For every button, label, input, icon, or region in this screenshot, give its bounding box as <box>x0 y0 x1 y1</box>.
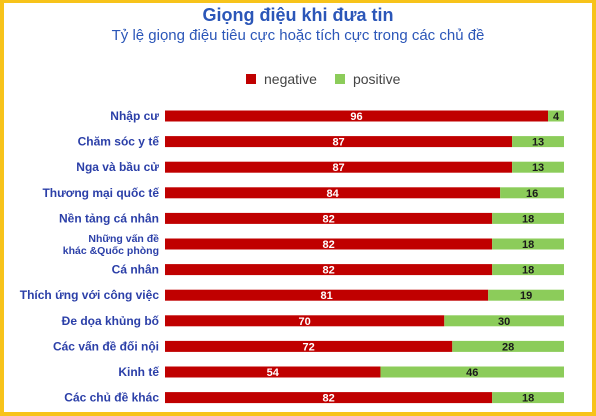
bar-negative <box>165 315 445 327</box>
data-label-positive: 16 <box>526 188 538 200</box>
data-label-negative: 72 <box>303 341 315 353</box>
bar-negative <box>165 264 493 276</box>
data-label-negative: 82 <box>322 239 334 251</box>
data-label-negative: 82 <box>322 265 334 277</box>
chart-subtitle: Tỷ lệ giọng điệu tiêu cực hoặc tích cực … <box>111 27 485 44</box>
data-label-positive: 18 <box>522 265 534 277</box>
bar-positive <box>492 392 564 404</box>
bar-negative <box>165 212 493 224</box>
bar-positive <box>492 264 564 276</box>
bar-negative <box>165 366 381 378</box>
category-label: Thương mại quốc tế <box>42 186 159 200</box>
data-label-negative: 82 <box>322 213 334 225</box>
bar-negative <box>165 187 501 199</box>
data-label-positive: 13 <box>532 162 544 174</box>
category-label: Những vấn đề khác &Quốc phòng <box>63 233 159 257</box>
data-label-negative: 81 <box>320 290 332 302</box>
category-label: Kinh tế <box>118 365 159 379</box>
data-label-negative: 87 <box>332 137 344 149</box>
category-label: Nền tảng cá nhân <box>59 211 159 225</box>
bar-negative <box>165 136 513 148</box>
data-label-positive: 28 <box>502 341 514 353</box>
category-label: Cá nhân <box>112 263 159 277</box>
category-label: Chăm sóc y tế <box>78 135 160 149</box>
data-label-positive: 13 <box>532 137 544 149</box>
bar-chart: 96 4 Nhập cư 87 13 Chăm sóc y tế 87 13 Nga và bầ… <box>20 109 564 405</box>
data-label-negative: 70 <box>299 316 311 328</box>
data-label-positive: 18 <box>522 393 534 405</box>
legend-swatch-positive <box>334 74 345 84</box>
chart-title: Giọng điệu khi đưa tin <box>202 5 394 25</box>
legend-label-positive: positive <box>352 71 401 87</box>
data-label-positive: 4 <box>553 111 560 123</box>
legend: negative positive <box>246 71 400 87</box>
bar-positive <box>452 340 564 352</box>
data-label-negative: 82 <box>322 393 334 405</box>
bar-positive <box>512 161 564 173</box>
data-label-negative: 96 <box>350 111 362 123</box>
bar-positive <box>500 187 564 199</box>
legend-swatch-negative <box>246 74 256 84</box>
bar-negative <box>165 161 513 173</box>
bar-positive <box>488 289 564 301</box>
bar-positive <box>512 136 564 148</box>
category-label: Các vấn đề đối nội <box>53 339 159 353</box>
legend-label-negative: negative <box>264 71 317 87</box>
bar-positive <box>492 238 564 250</box>
bar-positive <box>492 212 564 224</box>
category-label: Thích ứng với công việc <box>20 288 160 302</box>
bar-negative <box>165 340 453 352</box>
category-label: Các chủ đề khác <box>64 391 159 405</box>
chart-frame: Giọng điệu khi đưa tin Tỷ lệ giọng điệu … <box>4 3 592 412</box>
data-label-positive: 18 <box>522 213 534 225</box>
bar-negative <box>165 392 493 404</box>
bar-positive <box>444 315 564 327</box>
data-label-positive: 19 <box>520 290 532 302</box>
data-label-negative: 84 <box>326 188 339 200</box>
bar-negative <box>165 110 549 122</box>
data-label-negative: 87 <box>332 162 344 174</box>
category-label: Nga và bầu cử <box>76 160 159 174</box>
category-label: Đe dọa khủng bố <box>62 314 159 328</box>
data-label-positive: 18 <box>522 239 534 251</box>
bar-negative <box>165 238 493 250</box>
bar-negative <box>165 289 489 301</box>
data-label-positive: 46 <box>466 367 478 379</box>
data-label-positive: 30 <box>498 316 510 328</box>
bar-positive <box>380 366 564 378</box>
category-label: Nhập cư <box>110 109 159 123</box>
data-label-negative: 54 <box>267 367 280 379</box>
bar-positive <box>548 110 564 122</box>
